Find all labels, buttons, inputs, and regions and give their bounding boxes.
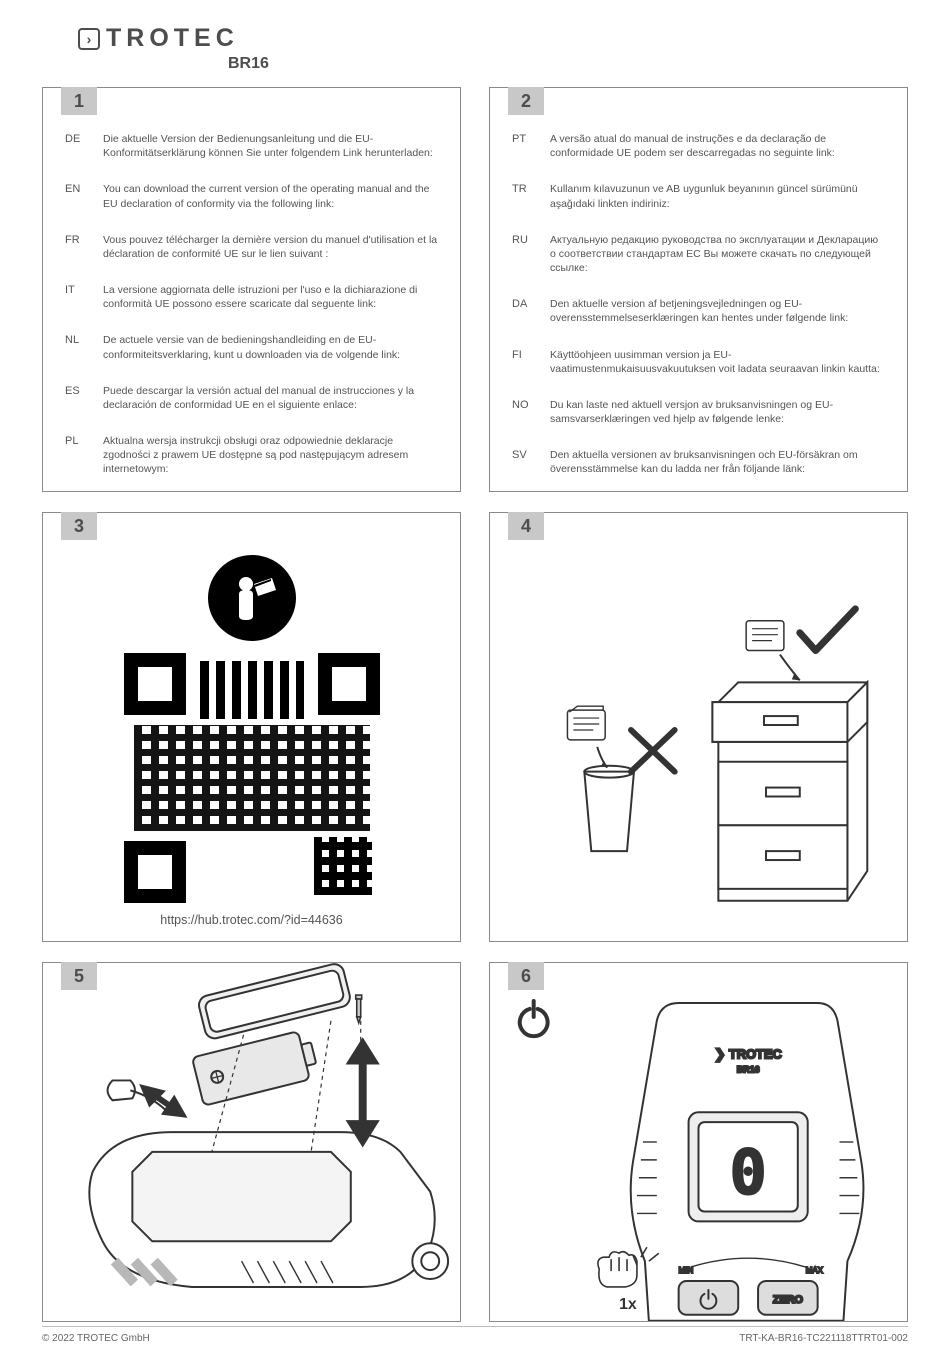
panel-6: 6 [489,962,908,1322]
panel-number: 5 [61,962,97,990]
panel-3: 3 https://hub.trotec.com/?id=44636 [42,512,461,942]
logo-chevron-icon: › [78,28,100,50]
header-logo: › TROTEC BR16 [78,24,908,73]
keep-manual-illustration [490,513,907,941]
lang-code: DA [512,297,536,325]
lang-entry: FI Käyttöohjeen uusimman version ja EU-va… [512,348,885,376]
panel-number: 4 [508,512,544,540]
lang-code: PL [65,434,89,477]
qr-url: https://hub.trotec.com/?id=44636 [160,913,342,927]
lang-text: La versione aggiornata delle istruzioni … [103,283,438,311]
read-manual-icon [208,555,296,641]
lang-text: De actuele versie van de bedieningshandl… [103,333,438,361]
lang-text: Käyttöohjeen uusimman version ja EU-vaat… [550,348,885,376]
lang-code: FI [512,348,536,376]
panel-number: 1 [61,87,97,115]
lang-text: Den aktuelle version af betjeningsvejled… [550,297,885,325]
lang-text: Den aktuella versionen av bruksanvisning… [550,448,885,476]
lang-text: You can download the current version of … [103,182,438,210]
lang-entry: TR Kullanım kılavuzunun ve AB uygunluk be… [512,182,885,210]
lang-code: RU [512,233,536,276]
lang-code: DE [65,132,89,160]
battery-install-illustration [43,963,460,1321]
lang-entry: ES Puede descargar la versión actual del … [65,384,438,412]
lang-entry: NL De actuele versie van de bedieningshan… [65,333,438,361]
panel-4: 4 [489,512,908,942]
lang-text: Aktualna wersja instrukcji obsługi oraz … [103,434,438,477]
device-model-label: BR16 [737,1065,760,1075]
lang-entry: DA Den aktuelle version af betjeningsvejl… [512,297,885,325]
brand-text: TROTEC [106,24,239,53]
lang-code: SV [512,448,536,476]
panel-5: 5 [42,962,461,1322]
lang-code: PT [512,132,536,160]
lang-text: A versão atual do manual de instruções e… [550,132,885,160]
lang-code: NL [65,333,89,361]
lang-entry: IT La versione aggiornata delle istruzion… [65,283,438,311]
lang-entry: PL Aktualna wersja instrukcji obsługi ora… [65,434,438,477]
doc-number: TRT-KA-BR16-TC221118TTRT01-002 [739,1333,908,1344]
lang-entry: SV Den aktuella versionen av bruksanvisni… [512,448,885,476]
model-text: BR16 [228,55,908,73]
lang-entry: FR Vous pouvez télécharger la dernière ve… [65,233,438,261]
lang-entry: NO Du kan laste ned aktuell versjon av br… [512,398,885,426]
panel-1: 1 DE Die aktuelle Version der Bedienungsa… [42,87,461,492]
power-on-illustration: ❯ TROTEC BR16 0 ZERO MIN [490,963,907,1321]
display-value: 0 [730,1137,767,1209]
lang-entry: PT A versão atual do manual de instruções… [512,132,885,160]
lang-entry: DE Die aktuelle Version der Bedienungsanl… [65,132,438,160]
svg-text:ZERO: ZERO [773,1294,804,1306]
panel-number: 2 [508,87,544,115]
lang-text: Die aktuelle Version der Bedienungsanlei… [103,132,438,160]
lang-text: Kullanım kılavuzunun ve AB uygunluk beya… [550,182,885,210]
lang-text: Актуальную редакцию руководства по экспл… [550,233,885,276]
lang-code: IT [65,283,89,311]
lang-code: TR [512,182,536,210]
lang-code: ES [65,384,89,412]
press-count: 1x [619,1296,637,1313]
panel-2: 2 PT A versão atual do manual de instruçõ… [489,87,908,492]
copyright: © 2022 TROTEC GmbH [42,1333,150,1344]
panel-number: 6 [508,962,544,990]
footer: © 2022 TROTEC GmbH TRT-KA-BR16-TC221118T… [42,1326,908,1344]
lang-code: NO [512,398,536,426]
lang-text: Puede descargar la versión actual del ma… [103,384,438,412]
lang-text: Du kan laste ned aktuell versjon av bruk… [550,398,885,426]
panel-number: 3 [61,512,97,540]
lang-entry: RU Актуальную редакцию руководства по экс… [512,233,885,276]
lang-code: EN [65,182,89,210]
lang-code: FR [65,233,89,261]
lang-text: Vous pouvez télécharger la dernière vers… [103,233,438,261]
lang-entry: EN You can download the current version o… [65,182,438,210]
svg-text:MAX: MAX [806,1266,824,1275]
svg-text:❯ TROTEC: ❯ TROTEC [714,1047,781,1063]
qr-code [124,653,380,903]
